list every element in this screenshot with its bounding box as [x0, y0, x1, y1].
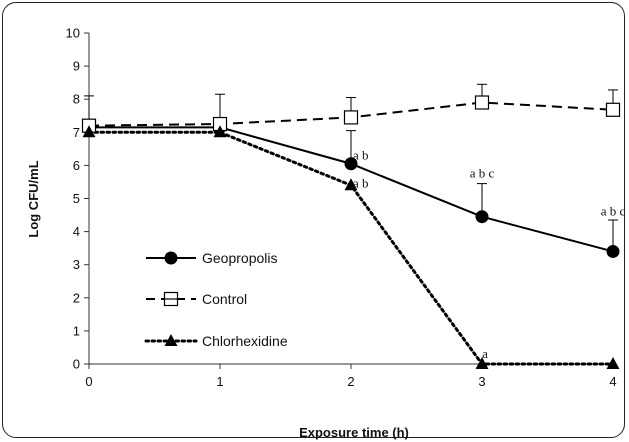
chlorhexidine-marker — [606, 357, 620, 369]
legend-geopropolis-marker — [164, 251, 178, 265]
chlorhexidine-marker — [344, 178, 358, 191]
y-tick-label: 8 — [73, 92, 80, 107]
axes: 0 1 2 3 4 5 6 7 8 9 10 0 1 2 3 4 — [66, 26, 617, 390]
y-tick-label: 4 — [73, 224, 80, 239]
y-tick-label: 2 — [73, 290, 80, 305]
x-tick-label: 3 — [478, 374, 485, 389]
significance-label: a b c — [601, 204, 626, 219]
geopropolis-marker — [344, 157, 358, 171]
geopropolis-marker — [606, 244, 620, 258]
significance-annotations: a b a b a b c a b c a — [353, 147, 625, 361]
control-marker — [474, 95, 490, 110]
y-tick-label: 0 — [73, 357, 80, 372]
y-tick-label: 3 — [73, 257, 80, 272]
y-axis-title: Log CFU/mL — [26, 160, 41, 237]
legend: Geopropolis Control Chlorhexidine — [144, 250, 288, 349]
x-tick-label: 2 — [347, 374, 354, 389]
data-markers — [81, 95, 621, 369]
legend-control-label: Control — [202, 291, 247, 307]
geopropolis-marker — [475, 210, 489, 224]
x-axis-title: Exposure time (h) — [299, 425, 409, 440]
significance-label: a b c — [470, 166, 495, 181]
y-tick-label: 9 — [73, 59, 80, 74]
significance-label: a b — [353, 176, 369, 191]
legend-chlorhexidine-label: Chlorhexidine — [202, 333, 288, 349]
x-tick-label: 1 — [216, 374, 223, 389]
control-marker — [343, 110, 359, 125]
x-tick-label: 4 — [609, 374, 616, 389]
x-tick-label: 0 — [85, 374, 92, 389]
y-tick-label: 10 — [66, 26, 80, 41]
y-tick-label: 6 — [73, 158, 80, 173]
legend-chlorhexidine-marker — [164, 334, 178, 346]
y-tick-label: 5 — [73, 191, 80, 206]
y-tick-label: 7 — [73, 125, 80, 140]
legend-geopropolis-label: Geopropolis — [202, 250, 278, 266]
chlorhexidine-marker — [475, 357, 489, 369]
y-tick-label: 1 — [73, 323, 80, 338]
significance-label: a b — [353, 147, 369, 162]
control-marker — [605, 102, 621, 117]
chart-frame — [2, 2, 625, 438]
chlorhexidine-marker — [213, 125, 227, 138]
significance-label: a — [482, 346, 488, 361]
chlorhexidine-marker — [82, 125, 96, 138]
